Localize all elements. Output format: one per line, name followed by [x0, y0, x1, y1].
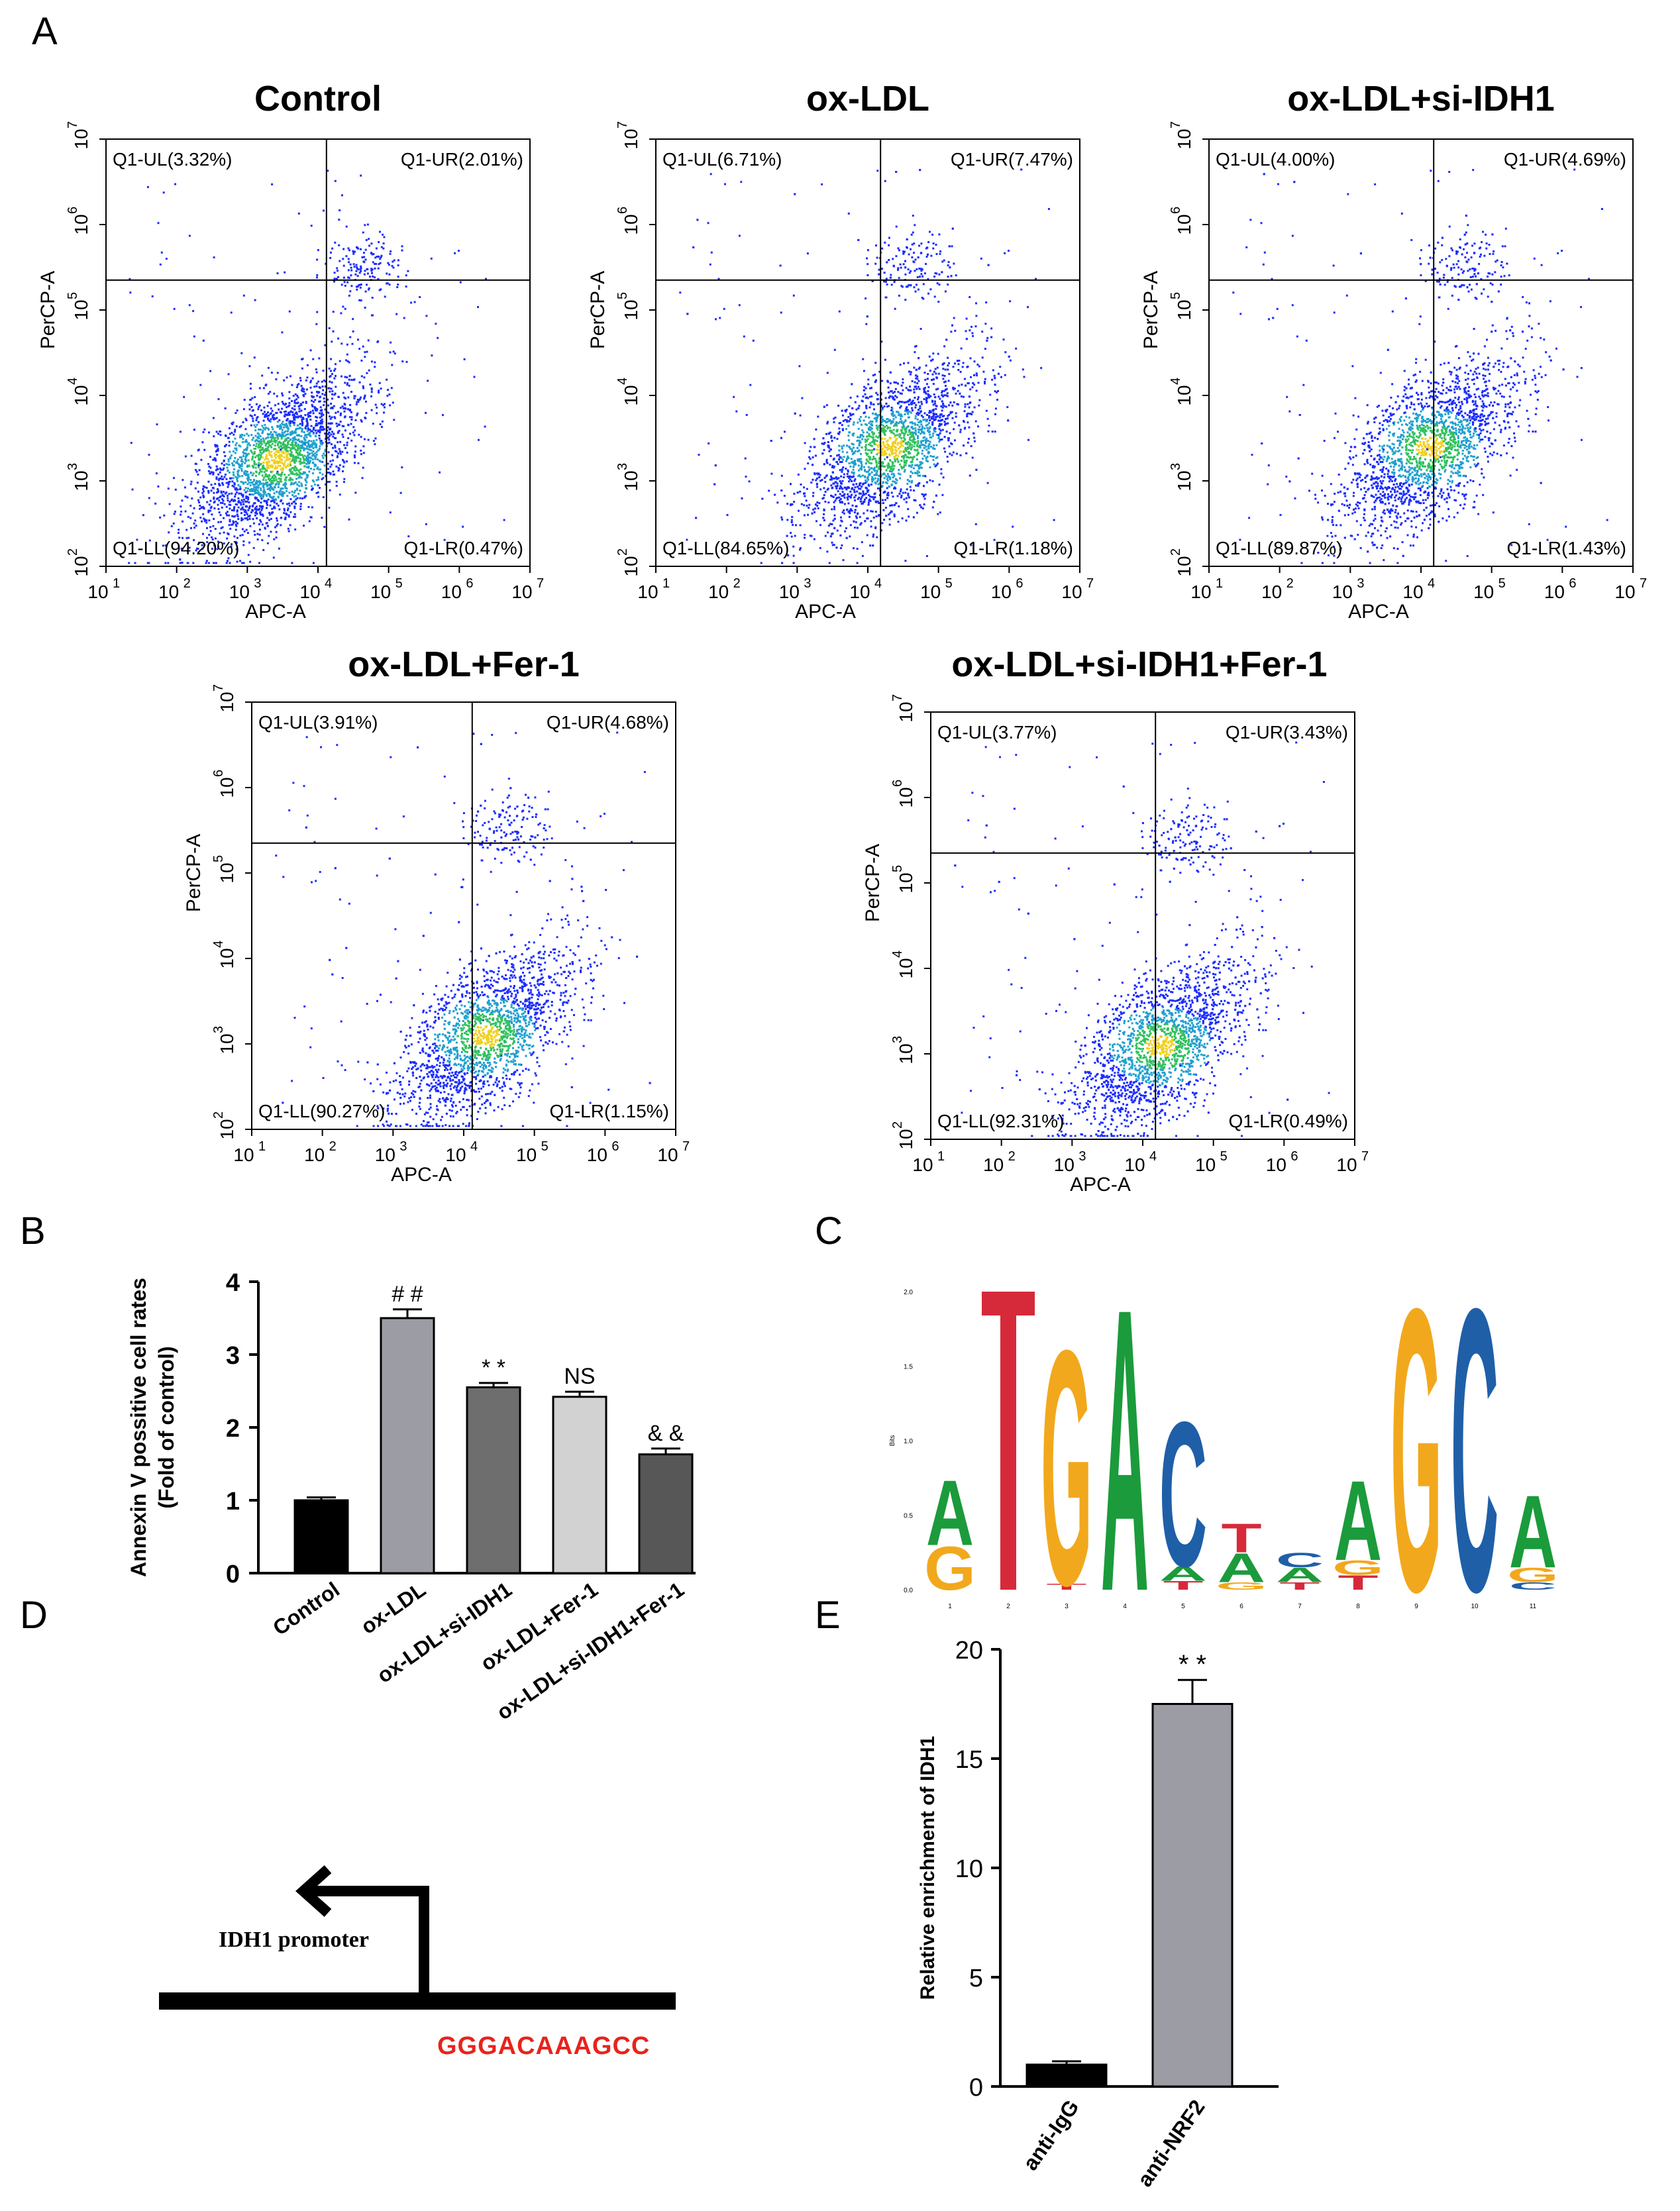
panel-letter-c: C — [815, 1209, 843, 1253]
svg-text:Q1-LR(0.47%): Q1-LR(0.47%) — [403, 538, 523, 558]
tss-arrow — [308, 1886, 429, 1994]
svg-text:PerCP-A: PerCP-A — [37, 271, 59, 349]
svg-text:10: 10 — [71, 214, 91, 234]
svg-text:3: 3 — [254, 576, 261, 591]
svg-text:10: 10 — [71, 556, 91, 576]
svg-text:Q1-LL(94.20%): Q1-LL(94.20%) — [113, 538, 239, 558]
svg-text:4: 4 — [66, 378, 80, 385]
bar-2 — [466, 1386, 521, 1574]
dna-line — [159, 1992, 676, 2010]
svg-text:7: 7 — [66, 121, 80, 129]
svg-text:6: 6 — [466, 576, 473, 591]
svg-text:10: 10 — [370, 582, 391, 602]
bar-0 — [293, 1499, 349, 1574]
flow-title-oxldl-fer1: ox-LDL+Fer-1 — [348, 644, 580, 684]
arrow-head-icon — [295, 1865, 332, 1917]
svg-text:6: 6 — [66, 207, 80, 214]
svg-text:5: 5 — [66, 292, 80, 299]
flow-plot-4: Q1-UL(3.77%) Q1-UR(3.43%)Q1-LL(92.31%) Q1-… — [862, 694, 1369, 1196]
svg-text:10: 10 — [71, 299, 91, 320]
enrichment-bar-0 — [1025, 2063, 1108, 2088]
flow-scatter-points — [128, 161, 505, 564]
svg-text:10: 10 — [229, 582, 250, 602]
flow-plot-1: Q1-UL(6.71%) Q1-UR(7.47%)Q1-LL(84.65%) Q1-… — [587, 121, 1094, 623]
flow-plot-0: Q1-UL(3.32%) Q1-UR(2.01%) Q1-LL(94.20%) Q1-… — [37, 121, 544, 623]
svg-text:10: 10 — [87, 582, 108, 602]
svg-text:Q1-UL(3.32%): Q1-UL(3.32%) — [113, 149, 233, 170]
binding-site-sequence: GGGACAAAGCC — [437, 2032, 651, 2060]
panel-letter-e: E — [815, 1594, 841, 1637]
flow-plot-2: Q1-UL(4.00%) Q1-UR(4.69%)Q1-LL(89.87%) Q1-… — [1140, 121, 1647, 623]
panel-letter-d: D — [20, 1594, 48, 1637]
svg-text:10: 10 — [71, 385, 91, 405]
flow-scatter-points — [1232, 161, 1608, 564]
flow-title-oxldl-siidh1-fer1: ox-LDL+si-IDH1+Fer-1 — [951, 644, 1328, 684]
svg-text:5: 5 — [395, 576, 403, 591]
svg-text:10: 10 — [299, 582, 320, 602]
svg-text:4: 4 — [325, 576, 332, 591]
bar-3 — [552, 1396, 607, 1574]
svg-text:1: 1 — [113, 576, 120, 591]
svg-text:7: 7 — [537, 576, 544, 591]
bar-1 — [380, 1317, 435, 1574]
flow-title-control: Control — [254, 79, 382, 119]
bar-4 — [638, 1453, 694, 1574]
enrichment-bar-1 — [1151, 1703, 1234, 2088]
svg-text:2: 2 — [184, 576, 191, 591]
panel-letter-a: A — [32, 10, 58, 53]
svg-text:10: 10 — [71, 470, 91, 491]
svg-text:3: 3 — [66, 463, 80, 470]
svg-text:APC-A: APC-A — [245, 601, 306, 623]
flow-plot-3: Q1-UL(3.91%) Q1-UR(4.68%)Q1-LL(90.27%) Q1-… — [183, 684, 690, 1186]
flow-scatter-points — [954, 734, 1330, 1137]
flow-scatter-points — [275, 724, 651, 1127]
svg-text:2: 2 — [66, 548, 80, 556]
svg-text:10: 10 — [511, 582, 532, 602]
promoter-label: IDH1 promoter — [219, 1928, 369, 1952]
promoter-schematic — [159, 1865, 676, 2010]
svg-text:10: 10 — [158, 582, 179, 602]
panel-letter-b: B — [20, 1209, 46, 1253]
flow-title-oxldl: ox-LDL — [806, 79, 929, 119]
flow-scatter-points — [679, 161, 1055, 564]
flow-title-oxldl-siidh1: ox-LDL+si-IDH1 — [1287, 79, 1555, 119]
svg-text:10: 10 — [441, 582, 462, 602]
svg-text:10: 10 — [71, 129, 91, 149]
svg-text:Q1-UR(2.01%): Q1-UR(2.01%) — [401, 149, 523, 170]
